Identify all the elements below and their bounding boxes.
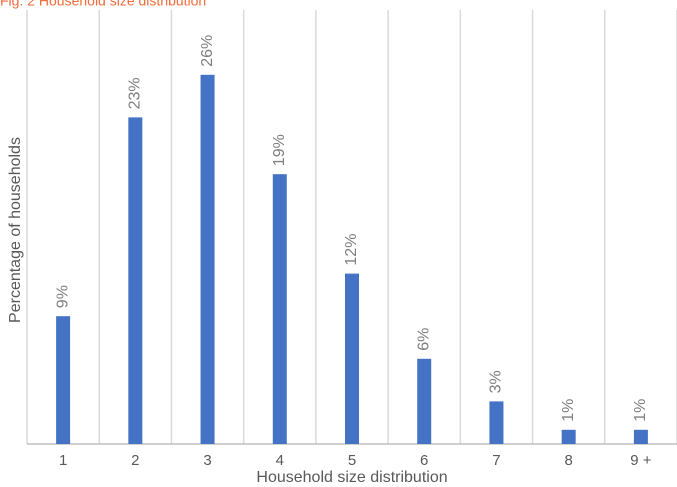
bar [633, 429, 648, 444]
bar [561, 429, 576, 444]
bar [489, 401, 504, 444]
x-tick-label: 9 + [630, 452, 652, 469]
data-label: 3% [488, 370, 505, 393]
bar [200, 74, 215, 445]
x-tick-label: 4 [276, 452, 284, 469]
x-tick-label: 8 [564, 452, 572, 469]
x-tick-label: 1 [59, 452, 67, 469]
x-tick-label: 6 [420, 452, 428, 469]
bar [417, 358, 432, 444]
data-label: 6% [415, 328, 432, 351]
bar [345, 273, 359, 444]
bar [56, 316, 71, 444]
data-label: 12% [343, 234, 360, 266]
data-label: 1% [632, 399, 649, 422]
x-tick-label: 5 [348, 452, 356, 469]
data-label: 19% [271, 134, 288, 166]
x-tick-label: 7 [492, 452, 500, 469]
chart-title: Fig. 2 Household size distribution [0, 0, 206, 9]
data-label: 1% [560, 399, 577, 422]
data-label: 23% [127, 77, 144, 109]
y-axis-label: Percentage of households [7, 137, 24, 323]
data-label: 9% [54, 285, 71, 308]
x-tick-label: 2 [131, 452, 139, 469]
bar [128, 117, 143, 445]
data-label: 26% [199, 35, 216, 67]
x-axis-label: Household size distribution [256, 469, 447, 486]
x-tick-label: 3 [203, 452, 211, 469]
bar [272, 174, 287, 444]
